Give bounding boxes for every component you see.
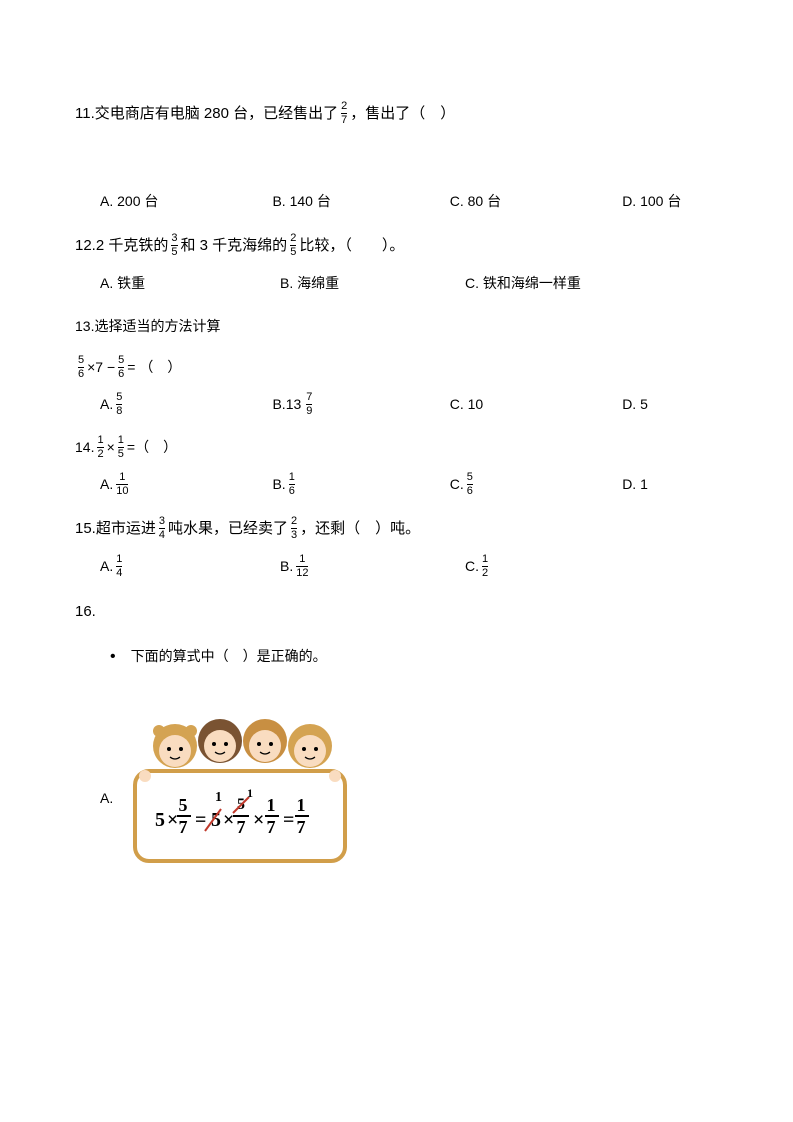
q11-after: ，售出了（ ） (350, 100, 455, 127)
kids-board-illustration: 5 × 5 7 = 5 1 × 5 1 7 × (125, 701, 355, 871)
q14-opt-d[interactable]: D. 1 (622, 472, 718, 497)
q14-frac1: 1 2 (97, 435, 103, 460)
q11-opt-b[interactable]: B. 140 台 (272, 189, 449, 214)
q14-options: A. 110 B. 16 C. 56 D. 1 (75, 472, 718, 497)
kid-4 (288, 724, 332, 768)
q13-expression: 5 6 ×7 − 5 6 = （ ） (75, 355, 718, 380)
q13-b-mixed: 13 7 9 (286, 392, 316, 417)
q16-bullet-text: 下面的算式中（ ）是正确的。 (131, 644, 327, 669)
q16-bullet-line: • 下面的算式中（ ）是正确的。 (110, 643, 718, 672)
q13-a-frac: 5 8 (116, 392, 122, 417)
svg-text:1: 1 (247, 786, 253, 800)
q13-opt-a[interactable]: A. 5 8 (75, 392, 272, 417)
q15-opt-c[interactable]: C. 12 (465, 554, 645, 579)
q12-frac1: 3 5 (171, 233, 177, 258)
q14-frac2: 1 5 (118, 435, 124, 460)
q11-options: A. 200 台 B. 140 台 C. 80 台 D. 100 台 (75, 189, 718, 214)
svg-text:7: 7 (179, 817, 188, 837)
q15-options: A. 14 B. 112 C. 12 (75, 554, 718, 579)
svg-text:1: 1 (215, 790, 222, 805)
kid-3 (243, 719, 287, 763)
q14-prefix: 14. (75, 435, 94, 460)
q13-opt-b[interactable]: B. 13 7 9 (272, 392, 449, 417)
q13-frac2: 5 6 (118, 355, 124, 380)
q12-suffix: 比较，（ ）。 (299, 232, 404, 259)
svg-text:1: 1 (267, 795, 276, 815)
question-15: 15.超市运进 34 吨水果，已经卖了 23 ，还剩（ ）吨。 A. 14 B.… (75, 515, 718, 579)
q14-opt-a[interactable]: A. 110 (75, 472, 272, 497)
kid-1 (153, 724, 197, 768)
q13-frac1: 5 6 (78, 355, 84, 380)
q13-end: = （ ） (127, 355, 181, 380)
question-13: 13.选择适当的方法计算 5 6 ×7 − 5 6 = （ ） A. 5 8 (75, 314, 718, 417)
svg-text:7: 7 (237, 817, 246, 837)
svg-text:5: 5 (179, 795, 188, 815)
q12-opt-c[interactable]: C. 铁和海绵一样重 (465, 271, 645, 296)
q12-mid: 和 3 千克海绵的 (181, 232, 288, 259)
q12-options: A. 铁重 B. 海绵重 C. 铁和海绵一样重 (75, 271, 718, 296)
q11-opt-a[interactable]: A. 200 台 (75, 189, 272, 214)
svg-text:=: = (195, 809, 206, 831)
q13-mid1: ×7 − (87, 355, 115, 380)
question-16: 16. • 下面的算式中（ ）是正确的。 A. (75, 598, 718, 872)
q12-opt-a[interactable]: A. 铁重 (75, 271, 280, 296)
kid-2 (198, 719, 242, 763)
q16-figure-container: A. (75, 701, 718, 871)
q12-opt-b[interactable]: B. 海绵重 (280, 271, 465, 296)
worksheet-page: 11.交电商店有电脑 280 台，已经售出了 2 7 ，售出了（ ） A. 20… (0, 0, 793, 1122)
svg-text:7: 7 (267, 817, 276, 837)
q15-prefix: 15.超市运进 (75, 515, 156, 542)
bullet-icon: • (110, 643, 116, 672)
q14-opt-c[interactable]: C. 56 (450, 472, 622, 497)
q14-mid: × (107, 435, 115, 460)
q15-mid: 吨水果，已经卖了 (168, 515, 288, 542)
q13-options: A. 5 8 B. 13 7 9 C. 10 D. 5 (75, 392, 718, 417)
q14-opt-b[interactable]: B. 16 (272, 472, 449, 497)
q11-before: 11.交电商店有电脑 280 台，已经售出了 (75, 100, 338, 127)
q15-opt-b[interactable]: B. 112 (280, 554, 465, 579)
svg-text:1: 1 (297, 795, 306, 815)
q15-text: 15.超市运进 34 吨水果，已经卖了 23 ，还剩（ ）吨。 (75, 515, 718, 542)
q13-title: 13.选择适当的方法计算 (75, 314, 718, 339)
svg-text:7: 7 (297, 817, 306, 837)
svg-text:5: 5 (155, 809, 165, 831)
q13-opt-d[interactable]: D. 5 (622, 392, 718, 417)
q14-expression: 14. 1 2 × 1 5 =（ ） (75, 435, 718, 460)
svg-text:×: × (167, 809, 178, 831)
q16-prefix: 16. (75, 598, 718, 625)
svg-text:×: × (253, 809, 264, 831)
question-12: 12.2 千克铁的 3 5 和 3 千克海绵的 2 5 比较，（ ）。 A. 铁… (75, 232, 718, 296)
question-14: 14. 1 2 × 1 5 =（ ） A. 110 B. 16 C. (75, 435, 718, 497)
q15-opt-a[interactable]: A. 14 (75, 554, 280, 579)
q13-opt-c[interactable]: C. 10 (450, 392, 622, 417)
svg-text:=: = (283, 809, 294, 831)
q11-text: 11.交电商店有电脑 280 台，已经售出了 2 7 ，售出了（ ） (75, 100, 718, 127)
q14-suffix: =（ ） (127, 435, 177, 460)
q16-opt-a-label[interactable]: A. (75, 786, 113, 811)
question-11: 11.交电商店有电脑 280 台，已经售出了 2 7 ，售出了（ ） A. 20… (75, 100, 718, 214)
q12-frac2: 2 5 (290, 233, 296, 258)
q11-opt-d[interactable]: D. 100 台 (622, 189, 718, 214)
q12-prefix: 12.2 千克铁的 (75, 232, 168, 259)
q15-suffix: ，还剩（ ）吨。 (300, 515, 420, 542)
q11-fraction: 2 7 (341, 101, 347, 126)
q11-opt-c[interactable]: C. 80 台 (450, 189, 622, 214)
q12-text: 12.2 千克铁的 3 5 和 3 千克海绵的 2 5 比较，（ ）。 (75, 232, 718, 259)
